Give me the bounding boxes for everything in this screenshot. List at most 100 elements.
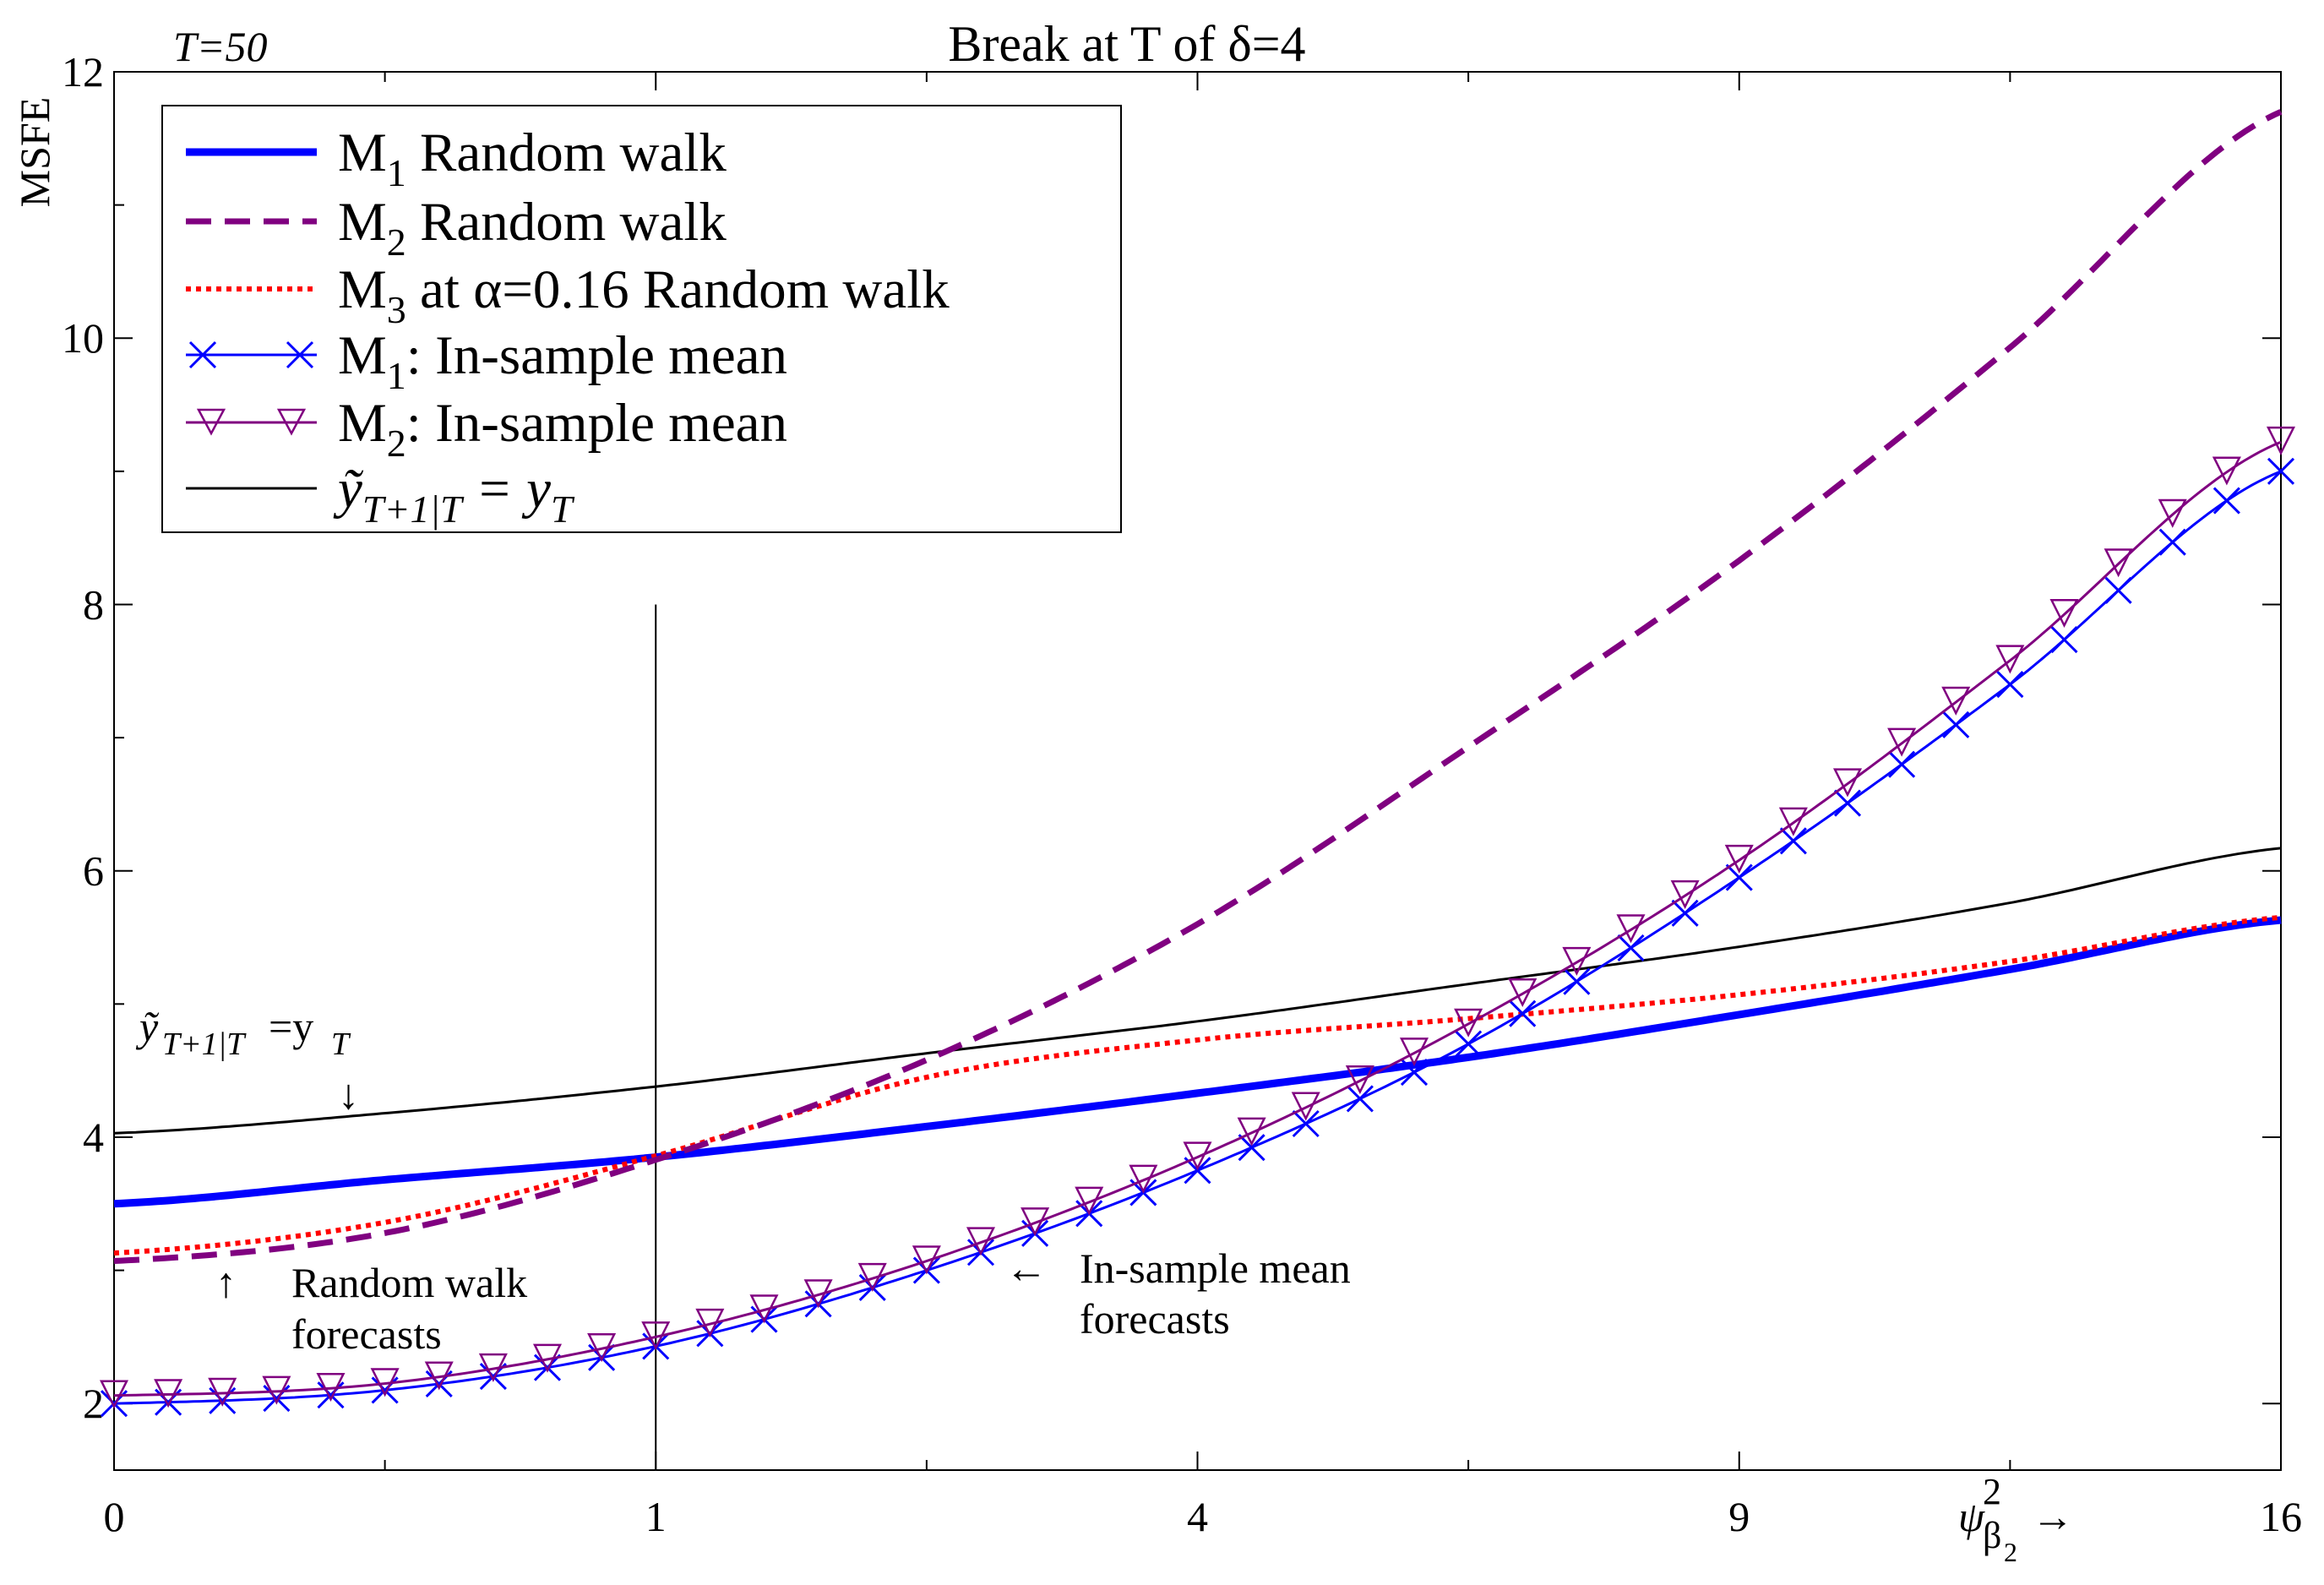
series-marker xyxy=(1725,863,1753,891)
y-tick-label: 2 xyxy=(83,1380,104,1427)
svg-text:ψ: ψ xyxy=(1958,1493,1985,1540)
corner-label: T=50 xyxy=(173,23,268,70)
svg-text:β: β xyxy=(1983,1515,2001,1556)
legend-label: ỹT+1|T = yT xyxy=(333,459,575,531)
series-marker xyxy=(1778,807,1808,836)
series-line xyxy=(113,440,2282,1397)
series-marker xyxy=(1455,1030,1483,1058)
x-tick-label: 0 xyxy=(104,1493,125,1540)
series-marker xyxy=(2158,528,2186,556)
series-marker xyxy=(966,1227,996,1256)
series-marker xyxy=(1617,934,1645,962)
svg-text:In-sample mean: In-sample mean xyxy=(1080,1245,1351,1292)
svg-text:↑: ↑ xyxy=(215,1259,237,1306)
y-tick-label: 6 xyxy=(83,847,104,895)
series-marker xyxy=(749,1294,779,1324)
series-marker xyxy=(262,1375,291,1405)
series-marker xyxy=(1454,1008,1483,1038)
series-marker xyxy=(1183,1141,1212,1171)
series-marker xyxy=(1562,946,1592,976)
series-marker xyxy=(1779,827,1807,855)
svg-text:↓: ↓ xyxy=(338,1070,359,1118)
series-marker xyxy=(1671,899,1699,927)
series-marker xyxy=(803,1279,833,1309)
annotation-in-sample: ← In-sample mean forecasts xyxy=(1005,1245,1351,1343)
series-marker xyxy=(912,1245,941,1275)
series-marker xyxy=(2212,456,2241,486)
series-marker xyxy=(1616,914,1646,944)
series-marker xyxy=(1509,999,1537,1027)
legend-item: M2: In-sample mean xyxy=(186,393,787,465)
series-line xyxy=(113,914,2282,1256)
series-marker xyxy=(2049,599,2079,629)
svg-text:=y: =y xyxy=(269,1003,313,1050)
svg-text:forecasts: forecasts xyxy=(291,1310,442,1358)
series-marker xyxy=(1996,670,2024,699)
svg-text:2: 2 xyxy=(1983,1471,2001,1512)
svg-text:T+1|T: T+1|T xyxy=(162,1027,247,1062)
series-marker xyxy=(2158,498,2187,528)
series-marker xyxy=(478,1353,508,1382)
legend-label: M2: In-sample mean xyxy=(338,393,787,465)
axis-ticks: 0 1 4 9 16 2 4 6 8 10 12 xyxy=(62,48,2302,1540)
series-marker xyxy=(1129,1164,1158,1194)
series-marker xyxy=(2050,626,2078,654)
series-marker xyxy=(532,1343,563,1373)
series-marker xyxy=(857,1262,887,1292)
series-marker xyxy=(1345,1065,1374,1095)
y-tick-label: 4 xyxy=(83,1114,104,1161)
legend-label: M1: In-sample mean xyxy=(338,325,787,397)
series-marker xyxy=(99,1380,129,1409)
svg-text:Random walk: Random walk xyxy=(291,1259,527,1306)
series-marker xyxy=(587,1333,617,1363)
series-marker xyxy=(424,1361,454,1391)
x-tick-label: 9 xyxy=(1728,1493,1750,1540)
series-marker xyxy=(1346,1085,1374,1113)
series-marker xyxy=(316,1372,346,1403)
series-marker xyxy=(1887,727,1917,757)
series-marker xyxy=(370,1368,400,1397)
legend-label: M3 at α=0.16 Random walk xyxy=(338,259,950,331)
series-line xyxy=(113,847,2282,1135)
series-marker xyxy=(1292,1109,1320,1138)
legend-label: M2 Random walk xyxy=(338,192,727,264)
series-line xyxy=(113,916,2282,1208)
legend-item: M3 at α=0.16 Random walk xyxy=(186,259,950,331)
series-marker xyxy=(2104,576,2132,604)
series-marker xyxy=(1075,1186,1104,1216)
x-axis-label: ψ 2 β 2 → xyxy=(1958,1471,2074,1567)
svg-text:forecasts: forecasts xyxy=(1080,1295,1230,1343)
series-marker xyxy=(1833,789,1862,817)
series-marker xyxy=(1888,750,1916,778)
legend-item: M2 Random walk xyxy=(186,192,727,264)
annotation-random-walk: ↑ Random walk forecasts xyxy=(215,1259,527,1358)
y-tick-label: 10 xyxy=(62,314,104,362)
x-tick-label: 1 xyxy=(645,1493,667,1540)
x-tick-label: 4 xyxy=(1187,1493,1208,1540)
y-tick-label: 8 xyxy=(83,580,104,628)
series-line xyxy=(113,109,2283,1264)
series-marker xyxy=(1400,1059,1429,1087)
series-marker xyxy=(533,1354,562,1381)
series-marker xyxy=(1724,844,1754,874)
svg-text:←: ← xyxy=(1005,1245,1048,1292)
annotation-naive: ỹ T+1|T =y T ↓ xyxy=(135,1003,359,1118)
series-marker xyxy=(1670,880,1700,909)
series-marker xyxy=(1238,1134,1265,1162)
series-marker xyxy=(2104,548,2133,578)
series-marker xyxy=(1995,645,2025,674)
series-marker xyxy=(1941,686,1971,716)
series-marker xyxy=(1563,967,1591,995)
svg-text:→: → xyxy=(2032,1493,2074,1540)
legend-item: ỹT+1|T = yT xyxy=(186,459,575,531)
series-marker xyxy=(154,1379,183,1408)
series-marker xyxy=(1942,711,1970,738)
series-marker xyxy=(1399,1038,1429,1067)
series-marker xyxy=(1237,1117,1266,1147)
series-marker xyxy=(2266,426,2296,455)
y-axis-label: MSFE xyxy=(11,97,58,208)
x-tick-label: 16 xyxy=(2260,1493,2302,1540)
series-marker xyxy=(2267,457,2295,485)
